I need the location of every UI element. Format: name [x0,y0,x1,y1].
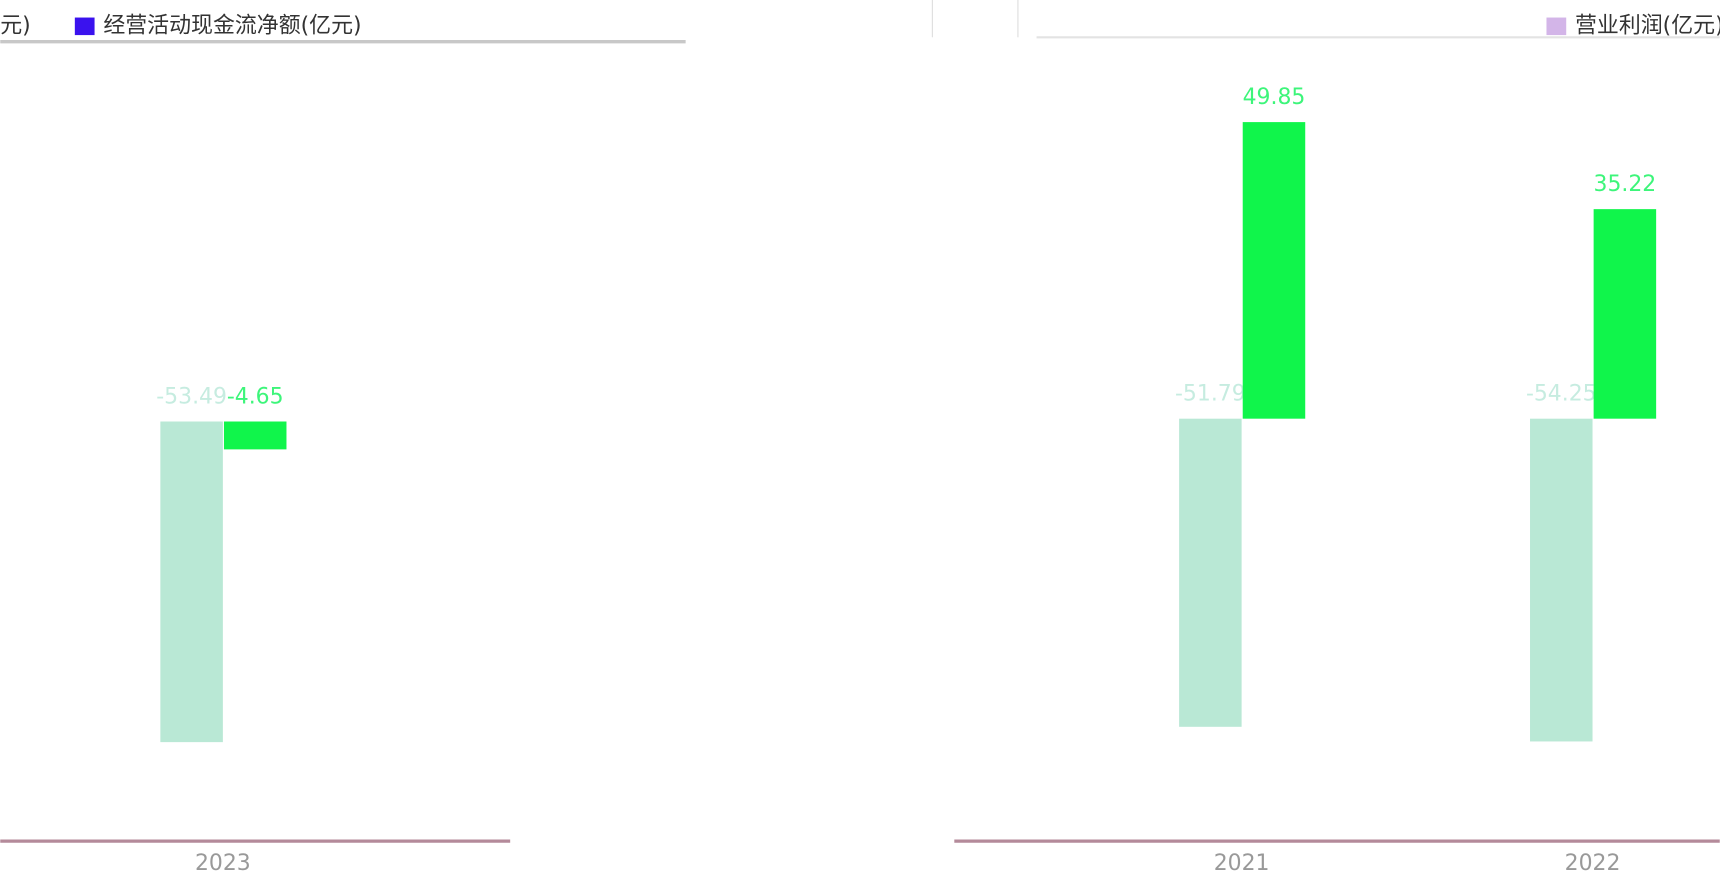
x-tick-label: 2023 [195,851,251,874]
data-label: 35.22 [1594,172,1657,197]
bar [223,421,287,450]
data-label: -51.79 [1175,382,1246,407]
bar [160,421,223,743]
legend-label: 营业利润(亿元) [1575,13,1720,38]
x-tick-label: 2021 [1214,851,1270,874]
bar [1179,418,1242,727]
data-label: -4.65 [227,384,284,409]
legend-label: 经营活动现金流净额(亿元) [103,13,361,38]
data-label: -54.25 [1526,382,1597,407]
legend-swatch [74,17,95,36]
legend-swatch [1546,17,1567,36]
data-label: -53.49 [156,384,227,409]
legend-label: 元) [0,13,30,38]
bar [1593,209,1657,419]
bar [1530,418,1593,742]
x-tick-label: 2022 [1565,851,1621,874]
bar [1242,122,1306,419]
data-label: 49.85 [1243,85,1306,110]
